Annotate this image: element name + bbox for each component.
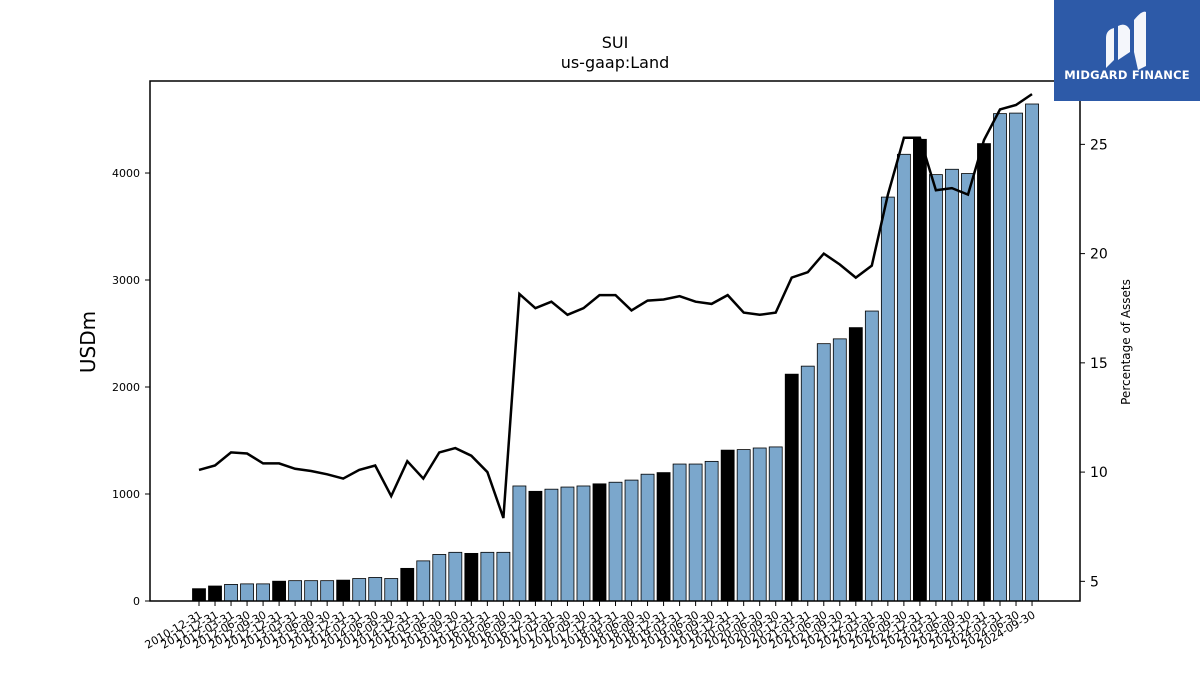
bar: [320, 580, 335, 602]
bar: [352, 578, 367, 602]
x-axis: 2010-12-312011-12-312012-03-312012-06-30…: [143, 601, 1038, 652]
y2-tick-label: 15: [1090, 356, 1108, 372]
bar: [929, 174, 943, 602]
bar: [656, 472, 671, 602]
chart-subtitle: us-gaap:Land: [561, 53, 670, 72]
bar: [640, 473, 655, 602]
bar: [496, 551, 511, 602]
bar: [288, 580, 303, 602]
y-tick-label: 1000: [112, 488, 140, 501]
bar: [672, 463, 687, 602]
bar: [256, 583, 270, 602]
bar: [544, 488, 559, 602]
y-tick-label: 0: [133, 595, 140, 608]
line-series: [198, 93, 1033, 519]
bar: [704, 460, 719, 602]
bar: [752, 447, 767, 602]
bar: [512, 485, 527, 602]
bar: [304, 580, 319, 602]
bar: [736, 449, 751, 602]
chart-title: SUI: [602, 33, 629, 52]
y-axis-label: USDm: [76, 311, 100, 373]
plot-frame: [149, 80, 1081, 602]
bar: [1009, 112, 1023, 602]
bar: [977, 143, 991, 602]
bar: [432, 554, 447, 602]
bar-series: [192, 103, 1039, 602]
bar: [480, 551, 495, 602]
y-tick-label: 2000: [112, 381, 140, 394]
bar: [576, 485, 591, 602]
bar: [816, 343, 831, 602]
y-tick-label: 4000: [112, 167, 140, 180]
bar: [864, 310, 879, 602]
y2-tick-label: 10: [1090, 465, 1108, 481]
y2-tick-label: 5: [1090, 574, 1099, 590]
bar: [608, 481, 623, 602]
bar: [560, 486, 575, 602]
y2-tick-label: 20: [1090, 247, 1108, 263]
bar: [768, 446, 783, 602]
bar: [368, 577, 383, 602]
bar: [416, 560, 431, 602]
y-axis-right: 5 10 15 20 25: [1080, 137, 1108, 590]
bar: [208, 585, 222, 602]
bar: [961, 173, 975, 602]
bar: [464, 552, 479, 602]
bar: [832, 338, 847, 602]
bar: [688, 463, 703, 602]
bar: [384, 578, 399, 602]
bar: [336, 579, 351, 602]
bar: [880, 196, 895, 602]
bar: [400, 567, 415, 602]
bar: [720, 449, 735, 602]
bar: [896, 153, 911, 602]
bar: [1025, 103, 1039, 602]
bar: [272, 580, 287, 602]
bar: [192, 588, 206, 602]
y2-tick-label: 25: [1090, 137, 1108, 153]
bar: [528, 490, 543, 602]
percentage-line: [198, 93, 1033, 519]
bar: [240, 583, 254, 602]
bar: [784, 373, 799, 602]
bar: [224, 584, 238, 602]
bar: [624, 479, 639, 602]
bar: [913, 138, 927, 602]
bar: [945, 168, 959, 602]
y-axis-left: 0 1000 2000 3000 4000: [112, 167, 150, 608]
bar: [848, 327, 863, 602]
midgard-logo-icon: [1106, 11, 1146, 70]
bar: [993, 113, 1007, 602]
y-tick-label: 3000: [112, 274, 140, 287]
bar: [800, 365, 815, 602]
brand-name: MIDGARD FINANCE: [1064, 68, 1190, 82]
bar: [448, 551, 463, 602]
bar: [592, 483, 607, 602]
y2-axis-label: Percentage of Assets: [1119, 279, 1133, 405]
